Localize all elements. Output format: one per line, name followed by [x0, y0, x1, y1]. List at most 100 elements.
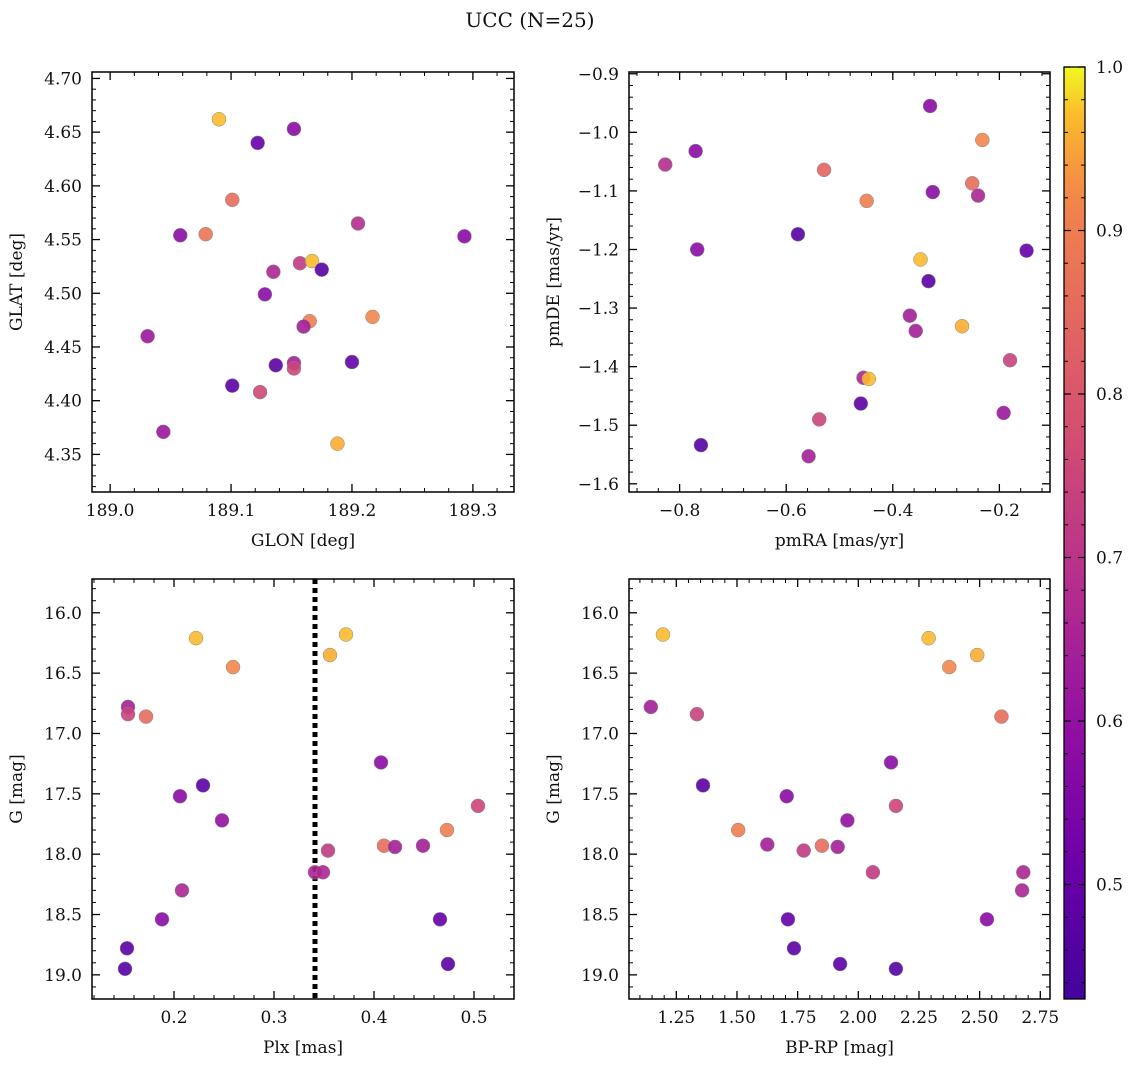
data-point — [268, 357, 284, 373]
data-point — [154, 912, 170, 927]
y-tick-label: 17.5 — [44, 785, 82, 805]
data-point — [996, 405, 1011, 421]
data-point — [780, 912, 796, 927]
y-axis-label: G [mag] — [7, 754, 27, 823]
panel-plx-g: 0.2 0.3 0.4 0.5 16.0 16.5 17.0 17.5 18.0 18.5 19.0… — [7, 578, 515, 1058]
data-point — [344, 354, 360, 370]
axes-frame — [91, 578, 515, 1000]
data-point — [643, 699, 659, 715]
data-point — [320, 843, 336, 858]
data-point — [156, 424, 171, 440]
data-point — [964, 176, 980, 191]
y-tick-label: 4.40 — [44, 392, 82, 412]
y-tick-label: 18.0 — [44, 845, 82, 865]
data-point — [120, 706, 136, 722]
x-tick-label: 1.50 — [718, 1008, 756, 1028]
y-tick-label: −1.1 — [578, 182, 619, 202]
data-point — [816, 162, 832, 178]
data-point — [173, 228, 188, 243]
colorbar-gradient — [1063, 66, 1086, 1000]
data-point — [286, 361, 302, 376]
data-point — [266, 264, 281, 280]
data-point — [214, 813, 230, 828]
x-tick-label: 189.1 — [207, 501, 256, 521]
x-tick-label: 189.0 — [86, 501, 135, 521]
data-point — [730, 822, 746, 838]
y-tick-label: −0.9 — [578, 65, 619, 85]
x-tick-label: 2.25 — [900, 1008, 938, 1028]
data-point — [365, 309, 380, 325]
data-point — [979, 912, 995, 927]
data-point — [296, 319, 311, 334]
x-tick-label: 2.75 — [1021, 1008, 1059, 1028]
data-point — [888, 798, 904, 814]
data-point — [250, 135, 265, 151]
y-axis-label: pmDE [mas/yr] — [544, 217, 564, 347]
data-point — [1019, 243, 1034, 258]
data-point — [689, 242, 705, 257]
data-point — [865, 865, 881, 880]
data-point — [322, 647, 338, 663]
data-point — [689, 706, 705, 722]
colorbar-tick-label: 1.0 — [1096, 58, 1123, 78]
y-tick-label: 18.5 — [44, 906, 82, 926]
data-point — [814, 838, 830, 853]
y-axis-label: GLAT [deg] — [7, 233, 27, 331]
data-point — [921, 273, 936, 289]
data-point — [457, 229, 472, 244]
data-point — [432, 912, 448, 927]
y-axis-label: G [mag] — [544, 754, 564, 823]
data-point — [786, 941, 802, 956]
y-tick-label: −1.6 — [578, 475, 619, 495]
data-point — [908, 323, 923, 339]
data-point — [790, 227, 806, 242]
data-point — [811, 412, 827, 427]
data-point — [779, 788, 794, 804]
data-point — [925, 184, 941, 200]
data-point — [861, 371, 877, 387]
data-point — [801, 449, 816, 464]
data-point — [970, 188, 986, 203]
y-tick-label: 4.55 — [44, 231, 82, 251]
y-tick-label: 4.60 — [44, 177, 82, 197]
axes-frame — [628, 578, 1051, 1000]
y-tick-label: 4.65 — [44, 123, 82, 143]
x-tick-label: 189.3 — [449, 501, 498, 521]
data-point — [883, 755, 899, 770]
data-point — [994, 709, 1009, 724]
y-tick-label: −1.0 — [578, 123, 619, 143]
data-point — [188, 630, 204, 646]
data-point — [138, 709, 154, 724]
y-tick-label: 17.5 — [581, 785, 619, 805]
data-point — [859, 193, 874, 209]
data-point — [688, 143, 703, 159]
y-tick-label: 16.0 — [44, 604, 82, 624]
data-point — [119, 941, 135, 956]
data-point — [954, 318, 970, 334]
colorbar-tick-label: 0.7 — [1096, 549, 1123, 569]
y-tick-label: −1.5 — [578, 416, 619, 436]
x-tick-label: −0.4 — [872, 501, 913, 521]
data-point — [330, 436, 345, 451]
data-point — [695, 778, 711, 793]
data-point — [439, 822, 455, 838]
data-point — [760, 837, 775, 852]
data-point — [350, 216, 366, 231]
x-tick-label: 189.2 — [328, 501, 377, 521]
x-tick-label: −0.2 — [979, 501, 1020, 521]
data-point — [888, 961, 904, 977]
data-point — [1016, 865, 1031, 880]
y-tick-label: 19.0 — [581, 966, 619, 986]
y-tick-label: 4.35 — [44, 445, 82, 465]
data-point — [913, 252, 928, 267]
x-tick-label: −0.6 — [766, 501, 807, 521]
y-tick-label: 17.0 — [581, 724, 619, 744]
y-tick-label: 4.70 — [44, 69, 82, 89]
y-tick-label: 4.45 — [44, 338, 82, 358]
x-tick-label: 1.25 — [657, 1008, 695, 1028]
y-tick-label: −1.2 — [578, 240, 619, 260]
data-point — [252, 384, 268, 400]
x-tick-label: −0.8 — [659, 501, 700, 521]
data-point — [373, 755, 389, 770]
